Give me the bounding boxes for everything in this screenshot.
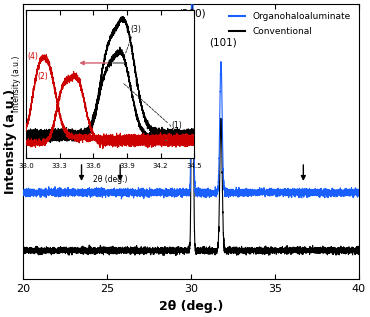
Text: (101): (101): [209, 38, 236, 48]
Y-axis label: Intensity (a.u.): Intensity (a.u.): [4, 89, 17, 194]
Legend: Organohaloaluminate, Conventional: Organohaloaluminate, Conventional: [225, 9, 354, 39]
X-axis label: 2θ (deg.): 2θ (deg.): [159, 300, 223, 313]
Text: (200): (200): [178, 9, 205, 19]
